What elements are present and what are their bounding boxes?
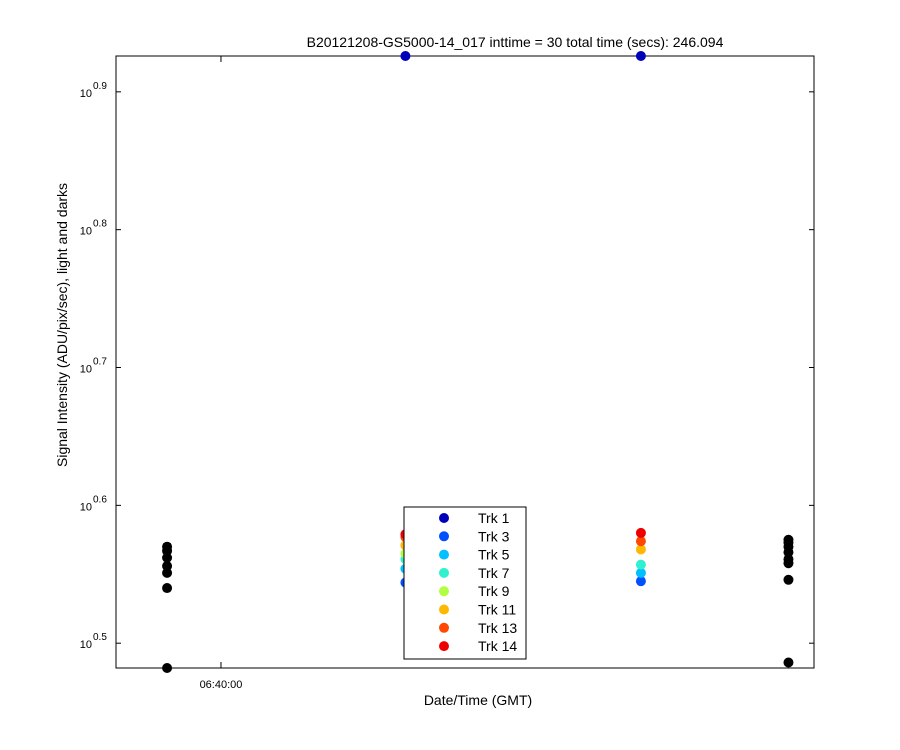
legend-marker [439,622,449,633]
y-tick-label: 10 [80,364,92,376]
y-tick-exponent: 0.7 [93,357,107,368]
y-tick-label: 10 [80,88,92,100]
dark-point [162,663,173,673]
point-trk-11 [635,544,646,555]
legend-marker [439,567,449,578]
legend-label: Trk 7 [478,565,510,581]
legend-marker [439,513,449,523]
point-trk-13 [635,536,646,547]
point-trk-14 [635,527,646,538]
legend-label: Trk 14 [478,638,517,654]
legend-label: Trk 9 [478,583,510,599]
y-tick-exponent: 0.5 [93,632,107,643]
y-tick-label: 10 [80,226,92,238]
legend-label: Trk 1 [478,510,510,526]
point-trk-5 [635,567,646,578]
legend-marker [439,604,449,615]
x-axis: 06:40:00 [200,56,243,691]
x-tick-label: 06:40:00 [200,679,243,691]
dark-point [783,657,794,668]
y-tick-label: 10 [80,639,92,651]
legend-marker [439,586,449,597]
dark-point [783,534,794,545]
y-axis-label: Signal Intensity (ADU/pix/sec), light an… [54,183,70,467]
dark-point [162,583,173,594]
legend: Trk 1 Trk 3 Trk 5 Trk 7 Trk 9 Trk 11 Trk 13 Trk… [403,506,527,660]
legend-label: Trk 13 [478,620,517,636]
y-tick-exponent: 0.9 [93,81,107,92]
x-axis-label: Date/Time (GMT) [424,692,532,708]
legend-label: Trk 5 [478,547,510,563]
y-tick-exponent: 0.8 [93,219,107,230]
legend-box [403,506,527,660]
legend-marker [439,531,449,542]
y-tick-exponent: 0.6 [93,494,107,505]
point-trk-7 [635,559,646,570]
dark-point [783,574,794,585]
dark-point [162,541,173,552]
point-trk-1 [400,51,411,61]
chart-title: B20121208-GS5000-14_017 inttime = 30 tot… [307,34,724,50]
dark-point [783,554,794,565]
dark-point [162,561,173,571]
point-trk-3 [635,576,646,587]
legend-marker [439,641,449,652]
y-tick-label: 10 [80,501,92,513]
dark-point [162,552,173,563]
legend-label: Trk 11 [478,602,516,618]
dark-point [162,567,173,578]
legend-label: Trk 3 [478,528,510,544]
legend-marker [439,549,449,560]
point-trk-1 [635,51,646,61]
